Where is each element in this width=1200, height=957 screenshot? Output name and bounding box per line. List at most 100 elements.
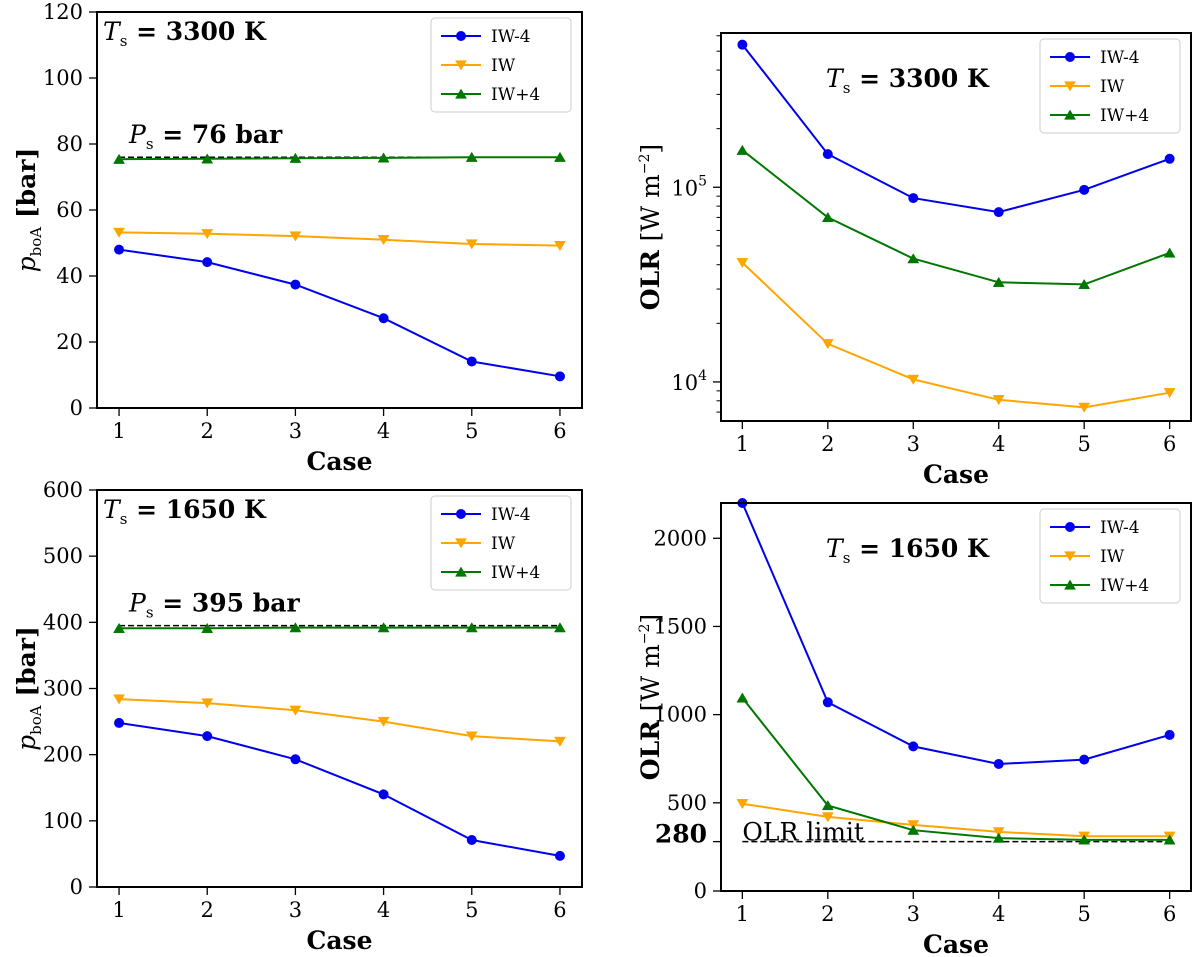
legend-marker	[1065, 52, 1075, 62]
data-point	[378, 313, 389, 324]
data-point	[113, 153, 125, 164]
y-tick-label: 400	[43, 610, 83, 634]
data-point	[554, 151, 566, 162]
plot-frame	[96, 11, 583, 409]
series-line	[119, 626, 560, 630]
data-point	[201, 622, 214, 633]
y-tick-label: 60	[56, 198, 83, 222]
data-point	[1078, 834, 1091, 845]
series-IW	[113, 694, 566, 747]
plot-frame	[720, 32, 1192, 422]
y-tick-label: 0	[70, 875, 83, 899]
data-point	[202, 257, 213, 268]
legend-label: IW+4	[491, 563, 540, 583]
legend: IW-4 IW IW+4	[430, 495, 572, 591]
legend-label: IW-4	[491, 27, 531, 47]
y-tick-label: 1000	[654, 703, 707, 727]
chart-olr_3300: 1 2 3 4 5 6 104 105 Case OLR [W m−2] Ts = 3300 K IW…	[636, 32, 1192, 489]
legend-label: IW	[491, 534, 516, 554]
x-tick-label: 5	[1077, 432, 1090, 456]
x-tick-label: 4	[377, 898, 390, 922]
y-tick-label: 105	[671, 173, 707, 200]
legend-label: IW+4	[491, 85, 540, 105]
x-tick-label: 2	[201, 419, 214, 443]
legend-marker	[455, 566, 467, 577]
data-point	[201, 153, 214, 164]
series-IW	[736, 799, 1176, 842]
data-point	[992, 276, 1005, 287]
legend: IW-4 IW IW+4	[1039, 508, 1181, 604]
data-point	[289, 705, 302, 716]
y-tick-label: 200	[43, 743, 83, 767]
data-point	[114, 244, 125, 255]
data-point	[466, 356, 477, 367]
x-tick-label: 6	[553, 898, 566, 922]
series-line	[741, 697, 1170, 841]
legend-marker	[1064, 109, 1076, 120]
series-line	[118, 721, 561, 857]
x-tick-label: 1	[736, 432, 749, 456]
x-tick-label: 1	[736, 902, 749, 926]
data-point	[1163, 388, 1176, 399]
legend-label: IW	[491, 56, 516, 76]
data-point	[993, 207, 1004, 218]
annotation: Ts = 1650 K	[103, 495, 267, 528]
series-line	[118, 231, 561, 247]
annotation: Ts = 3300 K	[103, 17, 267, 50]
series-IW	[736, 257, 1176, 413]
y-tick-label: 80	[56, 132, 83, 156]
x-tick-label: 3	[907, 902, 920, 926]
y-axis-title: OLR [W m−2]	[636, 614, 665, 780]
chart-p_boa_1650: 1 2 3 4 5 6 0 100 200 300 400 500 600 Case pboA [bar] T…	[12, 478, 583, 955]
data-point	[993, 759, 1004, 770]
y-axis-title: pboA [bar]	[12, 148, 45, 273]
x-tick-label: 6	[1163, 432, 1176, 456]
legend-marker	[455, 88, 467, 99]
y-tick-label: 300	[43, 677, 83, 701]
x-tick-label: 3	[289, 898, 302, 922]
data-point	[201, 698, 214, 709]
series-IW-4	[114, 717, 565, 861]
y-tick-label: 500	[43, 544, 83, 568]
series-IW+4	[113, 622, 566, 633]
x-tick-label: 6	[553, 419, 566, 443]
data-point	[289, 231, 302, 242]
x-tick-label: 6	[1163, 902, 1176, 926]
annotation: Ps = 76 bar	[128, 120, 283, 153]
plot-frame	[720, 502, 1192, 892]
legend-marker	[456, 31, 466, 41]
legend-box	[430, 495, 572, 591]
x-tick-label: 2	[201, 898, 214, 922]
series-line	[741, 502, 1170, 766]
series-IW+4	[736, 144, 1176, 290]
data-point	[290, 279, 301, 290]
x-tick-label: 3	[907, 432, 920, 456]
series-IW+4	[113, 151, 566, 164]
data-point	[113, 227, 125, 238]
data-point	[377, 716, 390, 728]
data-point	[908, 741, 919, 752]
series-line	[742, 802, 1170, 838]
series-IW-4	[737, 498, 1175, 770]
series-line	[741, 149, 1170, 286]
y-axis-title: pboA [bar]	[12, 626, 45, 751]
y-tick-label-extra: 280	[655, 820, 707, 849]
y-tick-label: 600	[43, 478, 83, 502]
x-tick-label: 1	[112, 898, 125, 922]
legend-box	[430, 17, 572, 113]
data-point	[201, 229, 214, 240]
x-tick-label: 2	[821, 432, 834, 456]
series-IW-4	[114, 244, 565, 382]
y-tick-label: 104	[671, 368, 707, 395]
x-axis-title: Case	[306, 926, 372, 955]
data-point	[554, 622, 566, 633]
data-point	[736, 799, 749, 810]
legend-label: IW-4	[1100, 48, 1140, 68]
x-axis-title: Case	[923, 460, 989, 489]
legend-box	[1039, 38, 1181, 134]
legend-marker	[1064, 579, 1076, 590]
data-point	[466, 835, 477, 846]
data-point	[992, 827, 1005, 838]
plot-frame	[96, 489, 583, 888]
x-tick-label: 5	[1077, 902, 1090, 926]
